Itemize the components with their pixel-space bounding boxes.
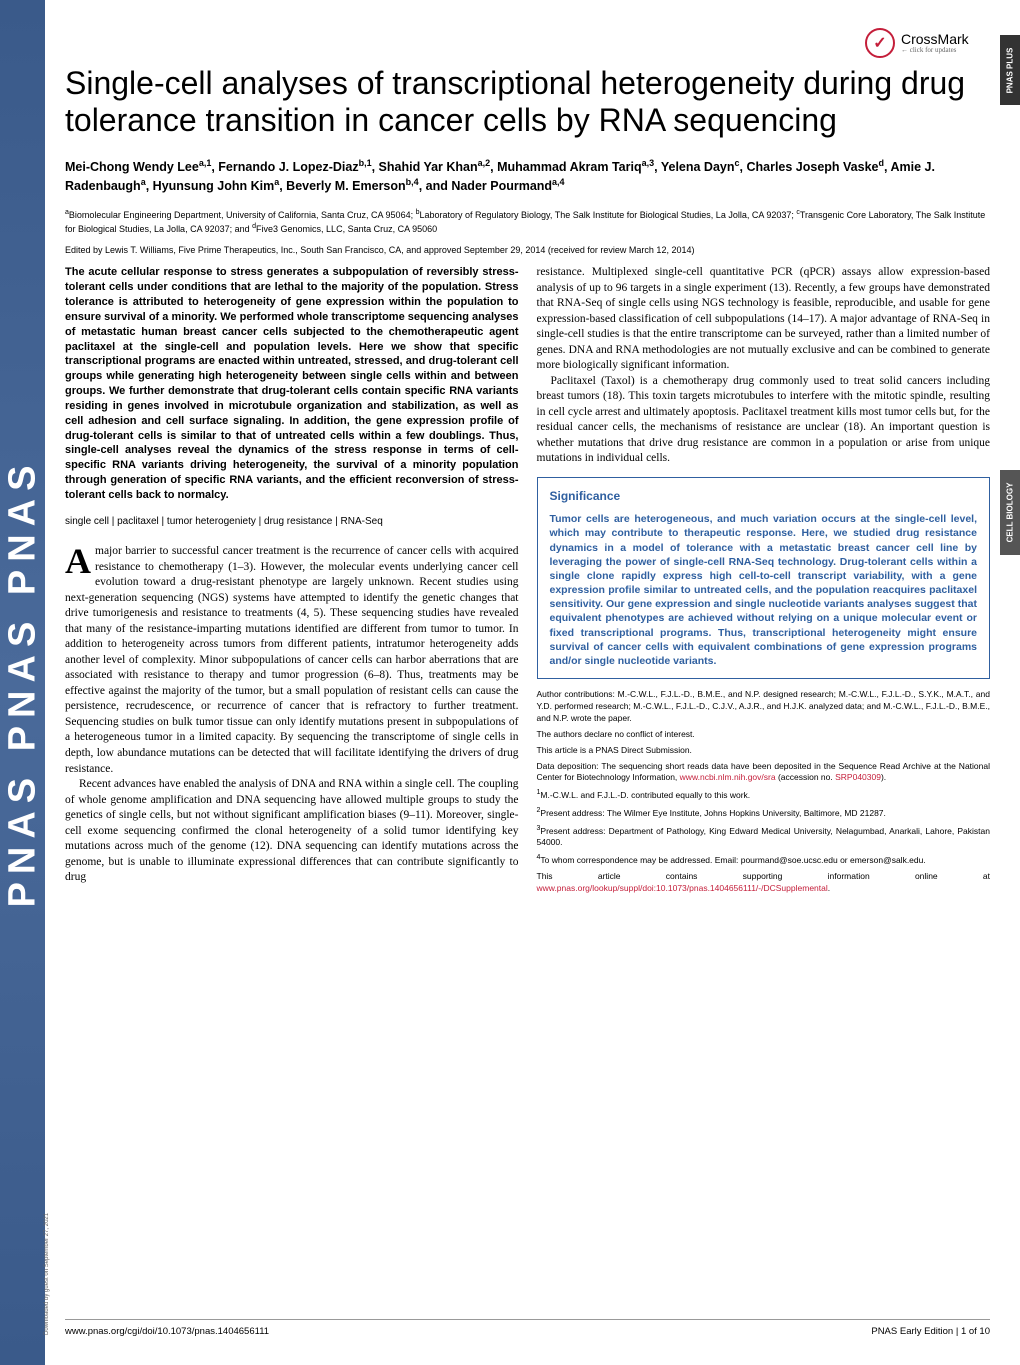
crossmark-label-wrap: CrossMark ← click for updates <box>901 32 969 54</box>
significance-box: Significance Tumor cells are heterogeneo… <box>537 477 991 679</box>
footer-page-number: PNAS Early Edition | 1 of 10 <box>871 1326 990 1337</box>
pnas-side-banner: PNAS PNAS PNAS <box>0 0 45 1365</box>
right-tab-text: PNAS PLUS <box>1006 47 1015 93</box>
footnote-2: 2Present address: The Wilmer Eye Institu… <box>537 806 991 820</box>
significance-text: Tumor cells are heterogeneous, and much … <box>550 512 978 668</box>
body-text-1a: major barrier to successful cancer treat… <box>65 545 519 774</box>
crossmark-icon: ✓ <box>865 28 895 58</box>
accession-link[interactable]: SRP040309 <box>835 772 881 782</box>
crossmark-label: CrossMark <box>901 32 969 46</box>
edited-line: Edited by Lewis T. Williams, Five Prime … <box>65 245 990 255</box>
right-tab-category: CELL BIOLOGY <box>1000 470 1020 555</box>
body-para-4: Paclitaxel (Taxol) is a chemotherapy dru… <box>537 374 991 467</box>
article-title: Single-cell analyses of transcriptional … <box>65 65 990 139</box>
footnotes-block: Author contributions: M.-C.W.L., F.J.L.-… <box>537 689 991 895</box>
supplemental-link[interactable]: www.pnas.org/lookup/suppl/doi:10.1073/pn… <box>537 883 828 893</box>
two-column-layout: The acute cellular response to stress ge… <box>65 265 990 899</box>
crossmark-sub: ← click for updates <box>901 46 969 54</box>
download-note: Downloaded by guest on September 27, 202… <box>44 1213 50 1335</box>
dropcap: A <box>65 544 95 576</box>
right-tab2-text: CELL BIOLOGY <box>1006 483 1015 543</box>
footnote-data: Data deposition: The sequencing short re… <box>537 761 991 785</box>
abstract-text: The acute cellular response to stress ge… <box>65 265 519 503</box>
footer-doi: www.pnas.org/cgi/doi/10.1073/pnas.140465… <box>65 1326 269 1337</box>
footnote-contributions: Author contributions: M.-C.W.L., F.J.L.-… <box>537 689 991 725</box>
authors-line: Mei-Chong Wendy Leea,1, Fernando J. Lope… <box>65 157 990 196</box>
left-column: The acute cellular response to stress ge… <box>65 265 519 899</box>
side-banner-text: PNAS PNAS PNAS <box>1 458 44 908</box>
data-link[interactable]: www.ncbi.nlm.nih.gov/sra <box>680 772 776 782</box>
page-content: Single-cell analyses of transcriptional … <box>65 65 990 1335</box>
footnote-3: 3Present address: Department of Patholog… <box>537 824 991 850</box>
body-para-2: Recent advances have enabled the analysi… <box>65 777 519 886</box>
footnote-supplemental: This article contains supporting informa… <box>537 871 991 895</box>
crossmark-badge[interactable]: ✓ CrossMark ← click for updates <box>865 25 985 60</box>
significance-title: Significance <box>550 488 978 504</box>
footnote-direct: This article is a PNAS Direct Submission… <box>537 745 991 757</box>
affiliations-line: aBiomolecular Engineering Department, Un… <box>65 208 990 235</box>
right-column: resistance. Multiplexed single-cell quan… <box>537 265 991 899</box>
page-footer: www.pnas.org/cgi/doi/10.1073/pnas.140465… <box>65 1319 990 1337</box>
body-para-1: Amajor barrier to successful cancer trea… <box>65 544 519 777</box>
footnote-1: 1M.-C.W.L. and F.J.L.-D. contributed equ… <box>537 788 991 802</box>
footnote-4: 4To whom correspondence may be addressed… <box>537 853 991 867</box>
footnote-conflict: The authors declare no conflict of inter… <box>537 729 991 741</box>
right-tab-pnas-plus: PNAS PLUS <box>1000 35 1020 105</box>
body-para-3: resistance. Multiplexed single-cell quan… <box>537 265 991 374</box>
keywords-line: single cell | paclitaxel | tumor heterog… <box>65 515 519 529</box>
